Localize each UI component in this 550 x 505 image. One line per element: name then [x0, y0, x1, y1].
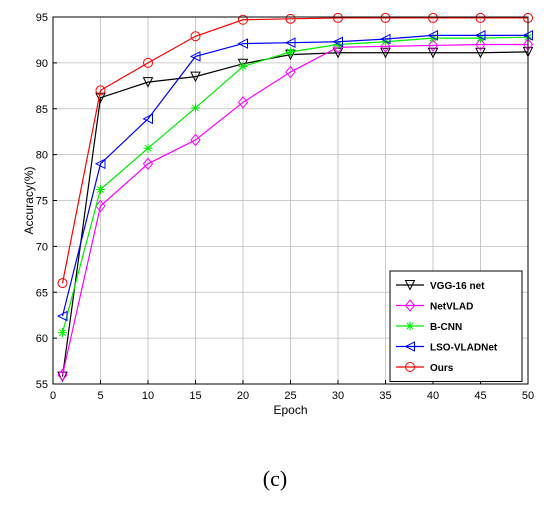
- legend-label: NetVLAD: [430, 302, 473, 313]
- data-point-lso-vladnet: [284, 37, 296, 48]
- grid-lines: [53, 17, 528, 384]
- x-tick-label: 40: [427, 390, 439, 402]
- data-point-b-cnn: [191, 103, 200, 113]
- series-lso-vladnet: [56, 30, 533, 322]
- x-tick-label: 20: [237, 390, 249, 402]
- x-tick-label: 0: [50, 390, 56, 402]
- x-axis-label: Epoch: [273, 403, 307, 417]
- data-point-lso-vladnet: [427, 30, 438, 41]
- data-point-ours: [238, 14, 248, 25]
- data-point-vgg-16-net: [427, 47, 439, 59]
- legend: VGG-16 net NetVLAD B-CNN LSO-VLADNet Ours: [389, 270, 523, 382]
- data-point-ours: [57, 278, 68, 289]
- data-point-lso-vladnet: [56, 310, 68, 322]
- x-tick-label: 25: [284, 390, 296, 402]
- figure-caption: (c): [262, 466, 288, 491]
- data-point-netvlad: [427, 39, 439, 52]
- data-point-b-cnn: [58, 328, 67, 338]
- x-tick-label: 50: [522, 390, 534, 402]
- series-line-netvlad: [61, 43, 528, 375]
- legend-entry-lso-vladnet: LSO-VLADNet: [396, 341, 498, 354]
- data-point-b-cnn: [143, 143, 153, 153]
- legend-marker: [404, 280, 416, 291]
- x-tick-label: 10: [142, 390, 154, 402]
- data-point-b-cnn: [238, 62, 248, 72]
- axis-ticks: 0 5 10 15 20 25 30 35 40 45 50 55 60 65 70 75 80 85 90 95: [36, 12, 534, 402]
- data-point-lso-vladnet: [142, 113, 153, 125]
- data-point-b-cnn: [286, 47, 295, 57]
- series-line-ours: [61, 17, 528, 284]
- data-point-ours: [475, 12, 486, 23]
- series-ours: [57, 12, 533, 289]
- data-point-lso-vladnet: [332, 36, 343, 48]
- y-tick-label: 80: [36, 150, 48, 162]
- data-point-lso-vladnet: [237, 38, 248, 49]
- y-axis-label: Accuracy(%): [22, 166, 36, 234]
- data-point-netvlad: [95, 199, 106, 213]
- data-point-vgg-16-net: [475, 47, 486, 59]
- legend-marker: [404, 299, 416, 312]
- data-point-ours: [380, 12, 391, 23]
- data-point-ours: [190, 31, 201, 42]
- legend-marker: [404, 341, 415, 352]
- y-tick-label: 60: [36, 333, 48, 345]
- y-tick-label: 55: [36, 379, 48, 391]
- data-point-netvlad: [142, 157, 154, 171]
- series-netvlad: [57, 38, 534, 382]
- data-point-ours: [285, 13, 296, 24]
- legend-label: B-CNN: [430, 322, 462, 333]
- data-point-ours: [333, 12, 343, 23]
- data-point-lso-vladnet: [189, 51, 201, 62]
- data-point-lso-vladnet: [94, 158, 106, 170]
- data-point-netvlad: [190, 133, 201, 147]
- y-tick-label: 65: [36, 287, 48, 299]
- x-tick-label: 45: [474, 390, 486, 402]
- y-tick-label: 85: [36, 104, 48, 116]
- legend-entry-vgg-16-net: VGG-16 net: [396, 280, 485, 292]
- data-point-vgg-16-net: [142, 77, 154, 88]
- legend-marker: [405, 362, 415, 372]
- x-tick-label: 5: [97, 390, 103, 402]
- series-layer: [56, 12, 534, 383]
- legend-entry-b-cnn: B-CNN: [396, 321, 462, 333]
- legend-entry-netvlad: NetVLAD: [396, 299, 473, 313]
- y-tick-label: 90: [36, 58, 48, 70]
- data-point-netvlad: [57, 368, 68, 382]
- y-tick-label: 95: [36, 12, 48, 24]
- x-tick-label: 30: [332, 390, 344, 402]
- legend-label: Ours: [430, 363, 454, 374]
- data-point-netvlad: [285, 65, 296, 79]
- data-point-ours: [143, 57, 153, 68]
- data-point-ours: [95, 85, 106, 96]
- legend-label: VGG-16 net: [430, 281, 485, 292]
- data-point-vgg-16-net: [190, 71, 201, 83]
- data-point-netvlad: [475, 38, 486, 51]
- data-point-vgg-16-net: [380, 47, 391, 59]
- series-line-lso-vladnet: [61, 34, 528, 317]
- data-point-b-cnn: [96, 184, 105, 194]
- x-tick-label: 15: [189, 390, 201, 402]
- data-point-netvlad: [237, 96, 249, 109]
- x-tick-label: 35: [379, 390, 391, 402]
- legend-entry-ours: Ours: [396, 362, 454, 374]
- y-tick-label: 70: [36, 241, 48, 253]
- data-point-lso-vladnet: [379, 33, 391, 45]
- data-point-lso-vladnet: [474, 30, 486, 41]
- y-tick-label: 75: [36, 196, 48, 208]
- legend-marker: [405, 321, 415, 331]
- data-point-ours: [428, 12, 438, 23]
- legend-label: LSO-VLADNet: [430, 343, 498, 354]
